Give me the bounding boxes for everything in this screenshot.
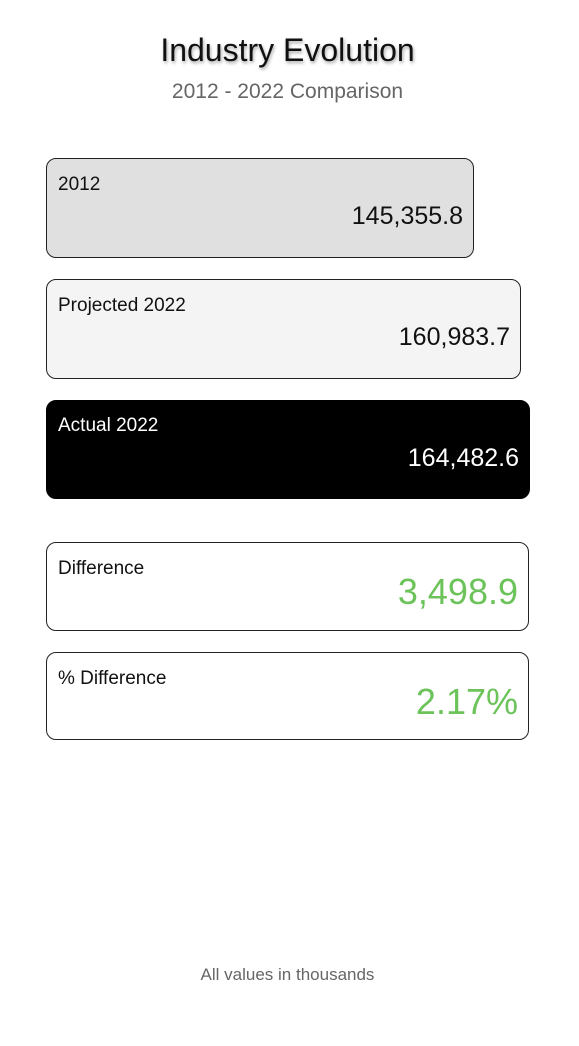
card-actual-2022-value: 164,482.6 [407,444,519,472]
card-2012-label: 2012 [58,174,101,195]
page-subtitle: 2012 - 2022 Comparison [171,80,404,103]
card-projected-2022: Projected 2022 160,983.7 [46,279,521,379]
page-title: Industry Evolution [160,32,415,68]
card-difference-value: 3,498.9 [397,571,518,612]
card-percent-difference-label: % Difference [58,668,167,689]
card-difference: Difference 3,498.9 [46,542,529,631]
card-percent-difference-value: 2.17% [415,681,518,722]
card-2012: 2012 145,355.8 [46,158,474,258]
card-2012-value: 145,355.8 [351,202,463,230]
card-actual-2022: Actual 2022 164,482.6 [46,400,530,499]
footnote: All values in thousands [200,965,375,984]
card-percent-difference: % Difference 2.17% [46,652,529,740]
card-projected-2022-label: Projected 2022 [58,295,186,316]
card-projected-2022-value: 160,983.7 [398,323,510,351]
card-actual-2022-label: Actual 2022 [58,415,159,436]
card-difference-label: Difference [58,558,145,579]
